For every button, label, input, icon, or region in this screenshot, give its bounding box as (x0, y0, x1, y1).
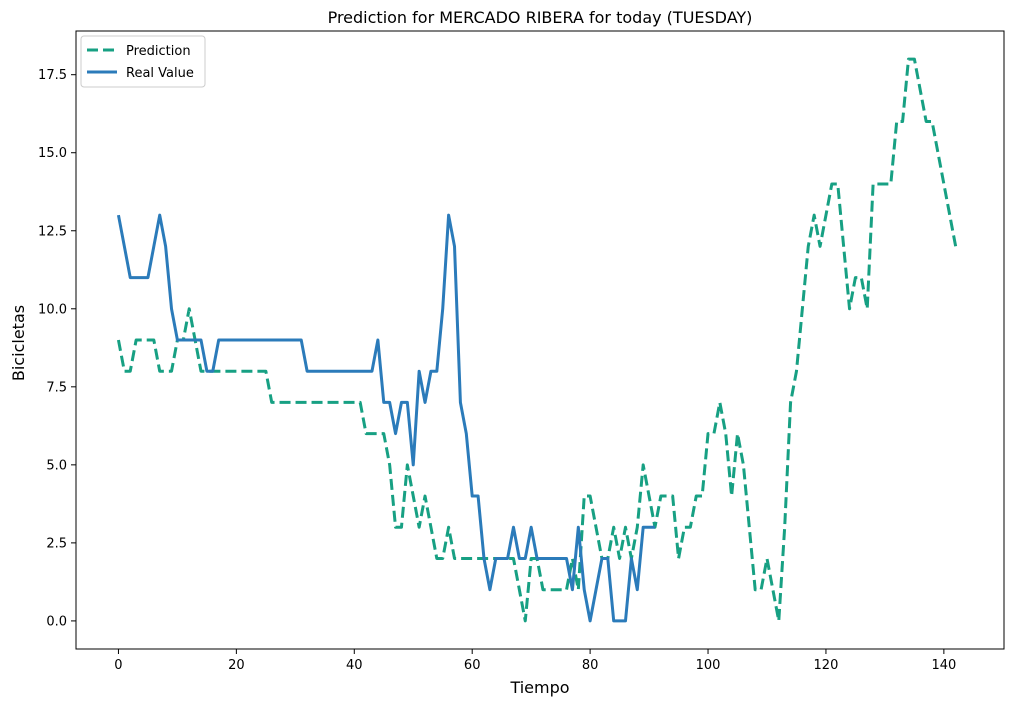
y-tick-label: 10.0 (38, 302, 67, 317)
x-tick-label: 60 (464, 658, 481, 673)
x-axis: 0 20 40 60 80 100 120 140 (114, 649, 956, 673)
plot-area (116, 57, 958, 623)
x-tick-label: 40 (346, 658, 363, 673)
x-tick-label: 140 (931, 658, 956, 673)
y-tick-label: 2.5 (46, 536, 67, 551)
x-tick-label: 20 (228, 658, 245, 673)
y-tick-label: 15.0 (38, 146, 67, 161)
x-tick-label: 120 (814, 658, 839, 673)
y-tick-label: 12.5 (38, 224, 67, 239)
y-axis-label: Bicicletas (9, 305, 28, 381)
y-axis: 0.0 2.5 5.0 7.5 10.0 12.5 15.0 17.5 (38, 68, 76, 629)
x-axis-label: Tiempo (509, 678, 569, 697)
chart-title: Prediction for MERCADO RIBERA for today … (328, 8, 753, 27)
real-value-line (116, 213, 655, 623)
legend: Prediction Real Value (80, 35, 206, 88)
x-tick-label: 0 (114, 658, 122, 673)
legend-real-value-label: Real Value (126, 66, 194, 81)
plot-frame (75, 30, 1005, 650)
y-tick-label: 0.0 (46, 614, 67, 629)
y-tick-label: 7.5 (46, 380, 67, 395)
legend-prediction-label: Prediction (126, 44, 191, 59)
y-tick-label: 17.5 (38, 68, 67, 83)
x-tick-label: 80 (582, 658, 599, 673)
y-tick-label: 5.0 (46, 458, 67, 473)
x-tick-label: 100 (696, 658, 721, 673)
